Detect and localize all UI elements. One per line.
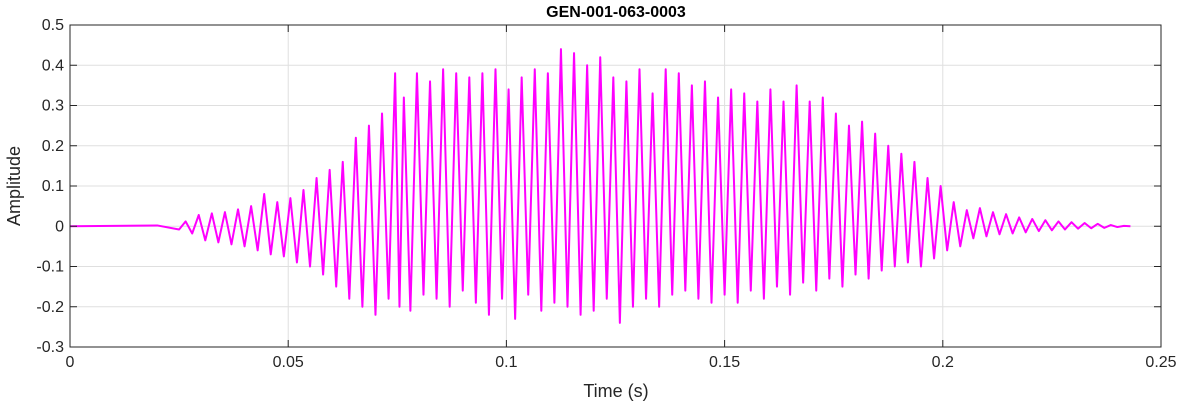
x-axis-label: Time (s) [583, 381, 648, 401]
y-tick-label: 0 [55, 218, 64, 235]
chart-title: GEN-001-063-0003 [546, 4, 686, 21]
series-layer [69, 48, 1131, 324]
x-tick-label: 0.2 [932, 354, 954, 371]
x-tick-label: 0 [66, 354, 75, 371]
plot-border [69, 24, 1162, 348]
waveform-series-line [69, 48, 1131, 324]
x-tick-label: 0.1 [495, 354, 517, 371]
y-tick-label: 0.2 [42, 138, 64, 155]
y-axis-label: Amplitude [4, 146, 24, 226]
x-tick-label: 0.25 [1145, 354, 1176, 371]
x-tick-label: 0.15 [709, 354, 740, 371]
y-tick-label: 0.4 [42, 57, 64, 74]
y-tick-label: -0.2 [36, 299, 64, 316]
y-tick-label: 0.3 [42, 98, 64, 115]
y-tick-label: -0.1 [36, 259, 64, 276]
x-axis: 0 0.05 0.1 0.15 0.2 0.25 [66, 25, 1177, 371]
y-tick-label: -0.3 [36, 339, 64, 356]
y-axis: -0.3 -0.2 -0.1 0 0.1 0.2 0.3 0.4 0.5 [36, 17, 1161, 356]
y-tick-label: 0.1 [42, 178, 64, 195]
x-tick-label: 0.05 [273, 354, 304, 371]
y-tick-label: 0.5 [42, 17, 64, 34]
